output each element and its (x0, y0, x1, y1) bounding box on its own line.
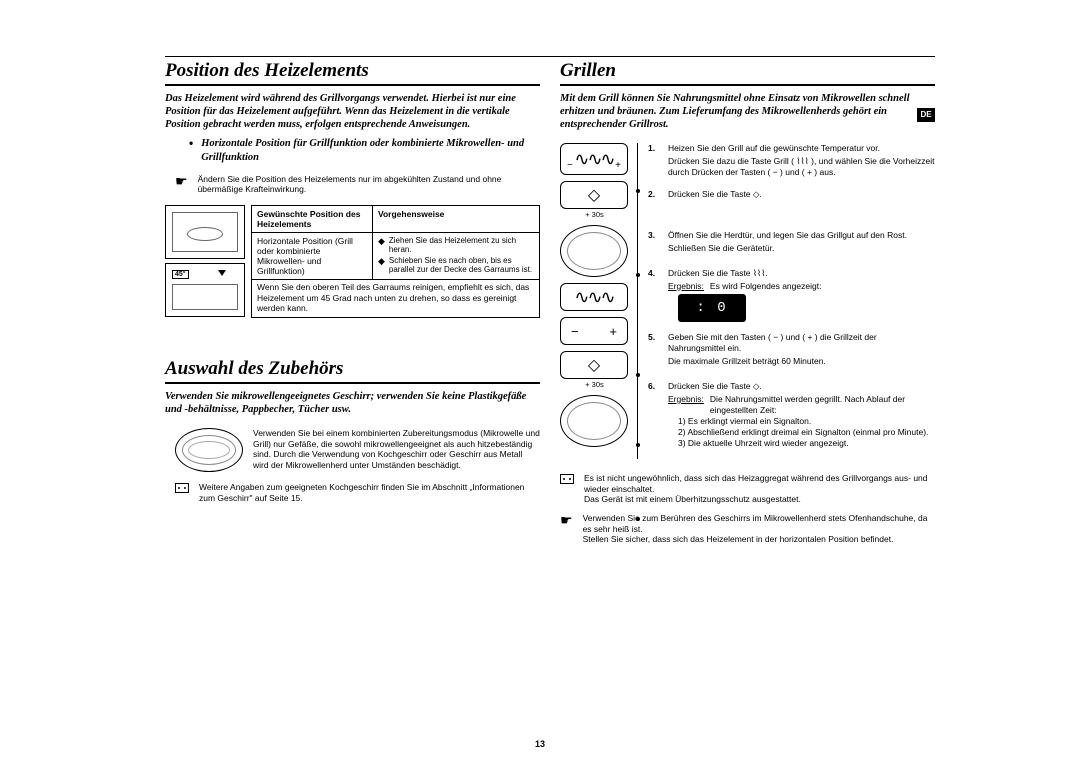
th-procedure: Vorgehensweise (372, 205, 539, 232)
label-45deg: 45° (172, 270, 189, 279)
result-label: Ergebnis: (668, 281, 704, 292)
pointer-icon: ☛ (560, 513, 573, 545)
page-number: 13 (535, 739, 545, 749)
note-cool-state: ☛ Ändern Sie die Position des Heizelemen… (175, 174, 540, 195)
note-line2: Stellen Sie sicher, dass sich das Heizel… (583, 534, 935, 545)
wave-icon: ∿∿∿ (574, 149, 613, 170)
note-text: Ändern Sie die Position des Heizelements… (198, 174, 540, 195)
section-title-heiz: Position des Heizelements (165, 60, 540, 86)
accessory-text: Verwenden Sie bei einem kombinierten Zub… (253, 428, 540, 472)
table-wrap: Gewünschte Position des Heizelements Vor… (251, 205, 540, 318)
accessory-row: Verwenden Sie bei einem kombinierten Zub… (175, 428, 540, 472)
figure-stack: 45° (165, 205, 245, 318)
note-line1: Es ist nicht ungewöhnlich, dass sich das… (584, 473, 935, 494)
table-area: 45° Gewünschte Position des Heizelements… (165, 205, 540, 318)
proc-step-1: Ziehen Sie das Heizelement zu sich heran… (389, 236, 534, 254)
diamond-start-icon: ◇ (588, 185, 600, 205)
bullet-dot-icon: • (189, 137, 193, 163)
start-button-wrap: ◇ + 30s (560, 181, 629, 209)
step-6-sub1: 1) Es erklingt viermal ein Signalton. (668, 416, 935, 427)
step-icons-column: ∿∿∿ − + ◇ + 30s ∿∿∿ − + (560, 143, 638, 459)
turntable-icon (560, 225, 628, 277)
bottom-notes: Es ist nicht ungewöhnlich, dass sich das… (560, 469, 935, 553)
note-oven-gloves: ☛ Verwenden Sie zum Berühren des Geschir… (560, 513, 935, 545)
step-6-sub2: 2) Abschließend erklingt dreimal ein Sig… (668, 427, 935, 438)
step-2: Drücken Sie die Taste ◇. (648, 189, 935, 200)
step-5: Geben Sie mit den Tasten ( − ) und ( + )… (648, 332, 935, 367)
turntable-icon-2 (560, 395, 628, 447)
plus-icon: + (615, 160, 621, 171)
minus-icon: − (571, 324, 579, 339)
manual-page: Position des Heizelements Das Heizelemen… (165, 60, 935, 720)
step-6-sub3: 3) Die aktuelle Uhrzeit wird wieder ange… (668, 438, 935, 449)
step-5-line2: Die maximale Grillzeit beträgt 60 Minute… (668, 356, 935, 367)
start-plus30s: + 30s (560, 210, 629, 219)
left-column: Position des Heizelements Das Heizelemen… (165, 60, 540, 720)
step-3-line1: Öffnen Sie die Herdtür, und legen Sie da… (668, 230, 935, 241)
step-6-line1: Drücken Sie die Taste ◇. (668, 381, 935, 392)
pointer-icon: ☛ (175, 174, 188, 195)
step-list: Heizen Sie den Grill auf die gewünschte … (638, 143, 935, 459)
table-footnote: Wenn Sie den oberen Teil des Garraums re… (251, 279, 540, 318)
reference-icon (175, 483, 189, 493)
start-button-wrap-2: ◇ + 30s (560, 351, 629, 379)
result-label: Ergebnis: (668, 394, 704, 416)
minus-icon: − (567, 160, 573, 171)
section-intro-grillen: Mit dem Grill können Sie Nahrungsmittel … (560, 92, 935, 131)
step-1-line2: Drücken Sie dazu die Taste Grill ( ⌇⌇⌇ )… (668, 156, 935, 178)
note-cookware-ref: Weitere Angaben zum geeigneten Kochgesch… (175, 482, 540, 503)
grill-button-icon-2: ∿∿∿ (560, 283, 628, 311)
lcd-display-icon: : 0 (678, 294, 746, 322)
table-header-row: Gewünschte Position des Heizelements Vor… (252, 205, 540, 232)
th-position: Gewünschte Position des Heizelements (252, 205, 373, 232)
note-heating-element: Es ist nicht ungewöhnlich, dass sich das… (560, 473, 935, 505)
table-row: Horizontale Position (Grill oder kombini… (252, 232, 540, 279)
diamond-icon: ◆ (378, 236, 385, 254)
diamond-icon: ◆ (378, 256, 385, 274)
plus-icon: + (609, 324, 617, 339)
step-3: Öffnen Sie die Herdtür, und legen Sie da… (648, 230, 935, 254)
step-4-line1: Drücken Sie die Taste ⌇⌇⌇. (668, 268, 935, 279)
steps-area: ∿∿∿ − + ◇ + 30s ∿∿∿ − + (560, 143, 935, 459)
diamond-start-icon: ◇ (588, 355, 600, 375)
plus-minus-icon: − + (560, 317, 628, 345)
start-button-icon: ◇ (560, 181, 628, 209)
section-title-zubehoer: Auswahl des Zubehörs (165, 358, 540, 384)
step-4-result: Es wird Folgendes angezeigt: (710, 281, 822, 292)
figure-oven-45: 45° (165, 263, 245, 317)
figure-oven-top (165, 205, 245, 259)
section-intro-zubehoer: Verwenden Sie mikrowellengeeignetes Gesc… (165, 390, 540, 416)
td-procedure: ◆ Ziehen Sie das Heizelement zu sich her… (372, 232, 539, 279)
right-column: Grillen Mit dem Grill können Sie Nahrung… (560, 60, 935, 720)
reference-icon (560, 474, 574, 484)
note-line1: Verwenden Sie zum Berühren des Geschirrs… (583, 513, 935, 534)
note-text: Weitere Angaben zum geeigneten Kochgesch… (199, 482, 540, 503)
step-4: Drücken Sie die Taste ⌇⌇⌇. Ergebnis: Es … (648, 268, 935, 322)
bullet-intro-heiz: • Horizontale Position für Grillfunktion… (165, 137, 540, 163)
step-2-text: Drücken Sie die Taste ◇. (668, 189, 935, 200)
step-6-result: Die Nahrungsmittel werden gegrillt. Nach… (710, 394, 935, 416)
section-title-grillen: Grillen (560, 60, 935, 86)
position-table: Gewünschte Position des Heizelements Vor… (251, 205, 540, 280)
figure-turntable (175, 428, 243, 472)
step-1-line1: Heizen Sie den Grill auf die gewünschte … (668, 143, 935, 154)
bullet-text: Horizontale Position für Grillfunktion o… (201, 137, 540, 163)
grill-button-icon: ∿∿∿ − + (560, 143, 628, 175)
start-button-icon-2: ◇ (560, 351, 628, 379)
wave-icon: ∿∿∿ (574, 287, 613, 308)
top-rule (165, 56, 935, 57)
section-intro-heiz: Das Heizelement wird während des Grillvo… (165, 92, 540, 131)
note-line2: Das Gerät ist mit einem Überhitzungsschu… (584, 494, 935, 505)
step-6: Drücken Sie die Taste ◇. Ergebnis: Die N… (648, 381, 935, 449)
step-3-line2: Schließen Sie die Gerätetür. (668, 243, 935, 254)
proc-step-2: Schieben Sie es nach oben, bis es parall… (389, 256, 534, 274)
step-5-line1: Geben Sie mit den Tasten ( − ) und ( + )… (668, 332, 935, 354)
start-plus30s-2: + 30s (560, 380, 629, 389)
td-position: Horizontale Position (Grill oder kombini… (252, 232, 373, 279)
step-1: Heizen Sie den Grill auf die gewünschte … (648, 143, 935, 178)
